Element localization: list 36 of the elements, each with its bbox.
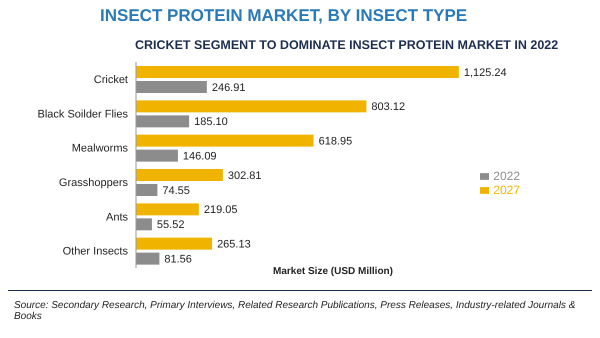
y-tick-label: Mealworms [72,142,128,155]
data-label: 618.95 [318,136,352,148]
bar [136,203,199,216]
bar [136,81,207,93]
bar [136,66,459,78]
data-label: 185.10 [194,116,228,128]
bar [136,150,178,162]
y-tick-label: Other Insects [62,246,128,258]
chart-subtitle: CRICKET SEGMENT TO DOMINATE INSECT PROTEIN MARKET IN 2022 [135,38,558,52]
bar [136,169,223,181]
bar [136,184,158,196]
source-note: Source: Secondary Research, Primary Interviews, Related Research Publications, Press Releases, Industry-related Journals & Books [14,300,576,322]
data-label: 146.09 [182,150,217,163]
data-label: 803.12 [371,101,406,114]
data-label: 74.55 [162,184,190,197]
data-label: 55.52 [156,219,184,232]
data-label: 246.91 [212,82,246,94]
data-label: 81.56 [164,254,192,266]
bar [136,238,212,250]
y-tick-label: Ants [106,211,128,224]
x-axis-title: Market Size (USD Million) [272,266,394,277]
bar [136,115,190,128]
data-label: 302.81 [228,170,262,182]
legend-label: 2022 [493,169,520,183]
data-label: 265.13 [217,238,251,251]
bar [136,218,152,230]
bar [136,100,366,112]
bar [136,134,314,147]
data-label: 1,125.24 [464,66,507,79]
chart-title: INSECT PROTEIN MARKET, BY INSECT TYPE [100,6,468,26]
data-label: 219.05 [204,204,238,216]
y-tick-label: Cricket [94,74,128,86]
y-tick-label: Grasshoppers [58,177,128,190]
y-tick-label: Black Soilder Flies [38,108,128,120]
legend-label: 2027 [493,183,520,197]
bar [136,252,160,265]
